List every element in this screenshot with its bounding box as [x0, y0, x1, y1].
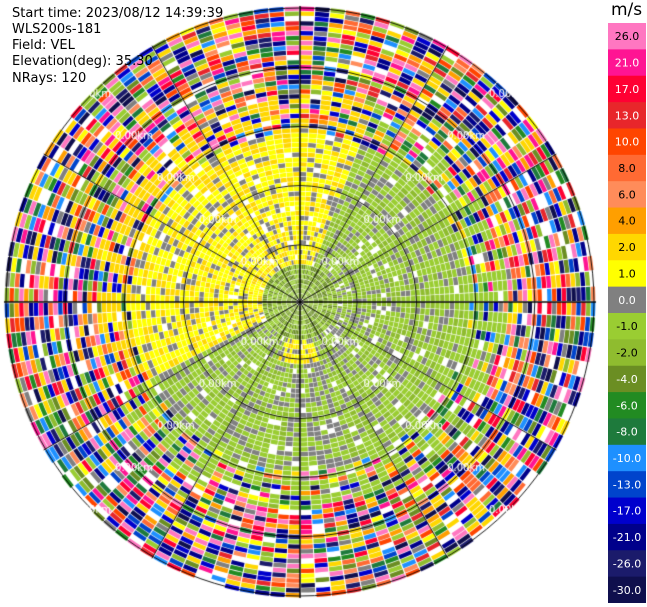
- colorbar-swatch: [608, 75, 646, 103]
- colorbar-swatch: [608, 49, 646, 77]
- colorbar-swatch: [608, 550, 646, 578]
- colorbar-tick-label: 8.0: [618, 162, 636, 175]
- colorbar-tick-label: -6.0: [616, 399, 637, 412]
- colorbar-tick-label: -10.0: [613, 452, 641, 465]
- nrays-label: NRays: 120: [12, 71, 87, 86]
- colorbar-swatch: [608, 576, 646, 603]
- colorbar-swatch: [608, 365, 646, 393]
- colorbar-swatch: [608, 23, 646, 50]
- colorbar-swatch: [608, 497, 646, 525]
- colorbar-tick-label: -8.0: [616, 426, 637, 439]
- colorbar-swatch: [608, 313, 646, 340]
- colorbar-swatch: [608, 392, 646, 419]
- colorbar-swatch: [608, 339, 646, 367]
- colorbar-tick-label: -4.0: [616, 373, 637, 386]
- colorbar-tick-label: -1.0: [616, 320, 637, 333]
- colorbar-tick-label: 4.0: [618, 215, 636, 228]
- colorbar-tick-label: -17.0: [613, 505, 641, 518]
- colorbar-tick-label: 13.0: [615, 109, 640, 122]
- colorbar-swatch: [608, 260, 646, 288]
- colorbar-swatch: [608, 233, 646, 261]
- colorbar-swatch: [608, 471, 646, 499]
- instrument-label: WLS200s-181: [12, 22, 102, 37]
- colorbar-swatch: [608, 286, 646, 314]
- colorbar-swatch: [608, 444, 646, 472]
- start-time-label: Start time: 2023/08/12 14:39:39: [12, 6, 224, 21]
- colorbar-swatch: [608, 418, 646, 446]
- colorbar-tick-label: 6.0: [618, 188, 636, 201]
- colorbar: 26.0 21.0 17.0 13.0 10.0 8.0 6.0 4.0 2.0 1.0 0.0 -1…: [608, 23, 646, 603]
- colorbar-tick-label: -2.0: [616, 347, 637, 360]
- colorbar-tick-label: -26.0: [613, 557, 641, 570]
- colorbar-tick-label: -21.0: [613, 531, 641, 544]
- colorbar-swatch: [608, 523, 646, 551]
- field-label: Field: VEL: [12, 38, 75, 53]
- elevation-label: Elevation(deg): 35.30: [12, 54, 153, 69]
- ppi-velocity-plot: [0, 0, 600, 607]
- colorbar-swatch: [608, 128, 646, 156]
- colorbar-tick-label: 1.0: [618, 267, 636, 280]
- colorbar-swatch: [608, 154, 646, 182]
- colorbar-tick-label: 17.0: [615, 83, 640, 96]
- colorbar-unit: m/s: [611, 0, 643, 20]
- colorbar-tick-label: 21.0: [615, 57, 640, 70]
- colorbar-tick-label: 2.0: [618, 241, 636, 254]
- colorbar-swatch: [608, 102, 646, 129]
- colorbar-swatch: [608, 181, 646, 209]
- colorbar-tick-label: 0.0: [618, 294, 636, 307]
- colorbar-tick-label: -30.0: [613, 584, 641, 597]
- colorbar-tick-label: 10.0: [615, 136, 640, 149]
- colorbar-tick-label: 26.0: [615, 30, 640, 43]
- colorbar-swatch: [608, 207, 646, 235]
- colorbar-tick-label: -13.0: [613, 478, 641, 491]
